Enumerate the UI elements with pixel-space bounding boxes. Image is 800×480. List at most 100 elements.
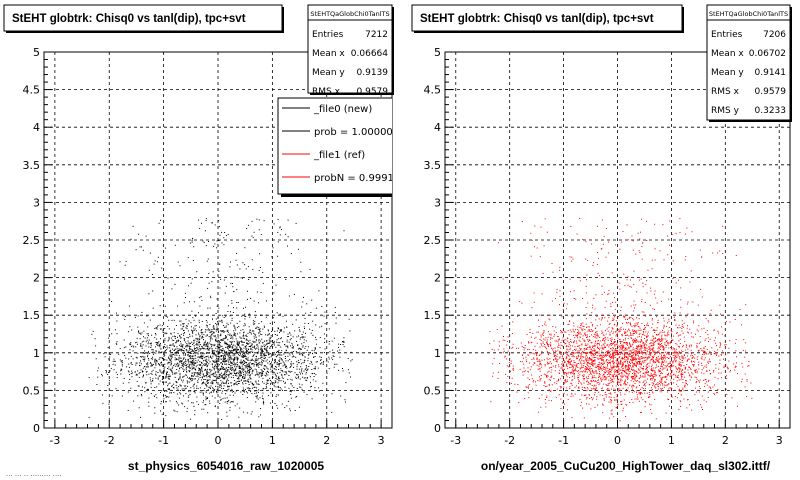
data-point [263,365,265,367]
data-point [278,378,280,380]
data-point [167,385,169,387]
data-point [596,315,598,317]
data-point [214,344,216,346]
data-point [221,387,223,389]
data-point [647,366,649,368]
data-point [218,357,220,359]
data-point [163,369,165,371]
data-point [544,346,546,348]
data-point [284,344,285,346]
data-point [654,330,656,332]
data-point [280,329,282,331]
data-point [590,331,592,333]
data-point [633,342,635,343]
data-point [252,370,254,372]
data-point [189,355,191,357]
data-point [201,336,203,338]
data-point [602,403,603,405]
data-point [269,341,271,343]
data-point [176,363,178,365]
data-point [678,346,680,348]
data-point [258,302,259,304]
data-point [286,341,288,343]
stats-label: Entries [312,30,344,40]
data-point [241,368,243,370]
data-point [178,357,180,358]
data-point [188,378,190,380]
data-point [138,376,140,378]
data-point [283,380,284,382]
data-point [289,410,291,412]
data-point [159,305,161,307]
data-point [164,363,166,365]
data-point [633,300,635,302]
data-point [250,378,252,380]
data-point [145,371,147,373]
data-point [523,370,525,372]
data-point [636,340,638,342]
data-point [230,385,232,387]
data-point [552,347,554,349]
data-point [159,357,161,359]
data-point [256,395,258,397]
data-point [222,374,224,376]
data-point [160,348,162,350]
data-point [210,331,212,333]
data-point [211,350,213,352]
data-point [298,348,299,350]
data-point [213,332,215,334]
data-point [266,370,268,372]
data-point [611,339,613,341]
data-point [600,356,602,358]
data-point [293,356,295,358]
data-point [311,369,313,370]
data-point [275,369,277,371]
data-point [183,357,185,359]
data-point [326,360,328,362]
data-point [629,344,631,345]
data-point [116,312,117,314]
data-point [335,317,337,319]
data-point [624,332,625,334]
data-point [599,275,600,277]
data-point [248,378,250,380]
data-point [206,324,208,326]
data-point [144,382,146,384]
data-point [267,374,269,376]
data-point [214,354,216,356]
data-point [159,324,161,326]
data-point [259,358,261,359]
data-point [264,358,266,360]
data-point [259,397,261,399]
data-point [269,360,270,362]
data-point [622,367,624,369]
data-point [204,375,206,377]
data-point [217,369,219,371]
data-point [262,342,264,344]
data-point [695,333,696,335]
data-point [190,355,192,357]
data-point [196,341,198,343]
data-point [248,370,250,371]
data-point [150,373,152,374]
x-tick-label: 3 [378,434,385,447]
data-point [155,373,156,375]
data-point [301,348,302,350]
data-point [314,368,316,370]
data-point [634,307,635,309]
data-point [219,263,221,265]
data-point [301,306,303,308]
data-point [661,334,663,336]
data-point [659,338,660,340]
data-point [209,307,211,309]
data-point [241,315,243,317]
data-point [606,367,608,369]
data-point [307,360,309,362]
data-point [260,375,262,377]
data-point [671,340,673,341]
data-point [630,362,631,364]
data-point [208,336,210,338]
data-point [658,361,660,363]
data-point [579,367,581,369]
data-point [565,356,567,358]
